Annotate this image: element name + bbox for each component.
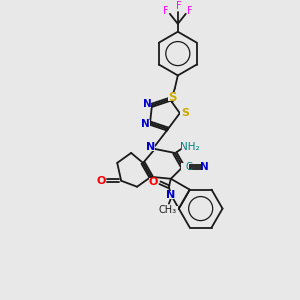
Bar: [181, 164, 189, 170]
Text: N: N: [142, 99, 152, 109]
Text: S: S: [169, 91, 177, 104]
Text: N: N: [200, 162, 209, 172]
Bar: [97, 177, 106, 185]
Bar: [148, 178, 158, 186]
Text: S: S: [181, 108, 189, 118]
Bar: [181, 143, 199, 151]
Bar: [146, 143, 155, 151]
Text: F: F: [176, 1, 182, 11]
Text: CH₃: CH₃: [159, 205, 177, 214]
Bar: [180, 109, 189, 117]
Text: F: F: [187, 6, 193, 16]
Bar: [141, 120, 149, 128]
Bar: [168, 93, 177, 101]
Text: NH₂: NH₂: [180, 142, 200, 152]
Text: C: C: [185, 162, 192, 172]
Bar: [203, 163, 214, 171]
Text: O: O: [148, 177, 158, 187]
Text: N: N: [141, 119, 149, 129]
Text: N: N: [166, 190, 176, 200]
Text: F: F: [163, 6, 169, 16]
Bar: [142, 100, 152, 108]
Bar: [167, 191, 175, 199]
Text: O: O: [97, 176, 106, 186]
Text: N: N: [146, 142, 156, 152]
Bar: [158, 206, 178, 214]
